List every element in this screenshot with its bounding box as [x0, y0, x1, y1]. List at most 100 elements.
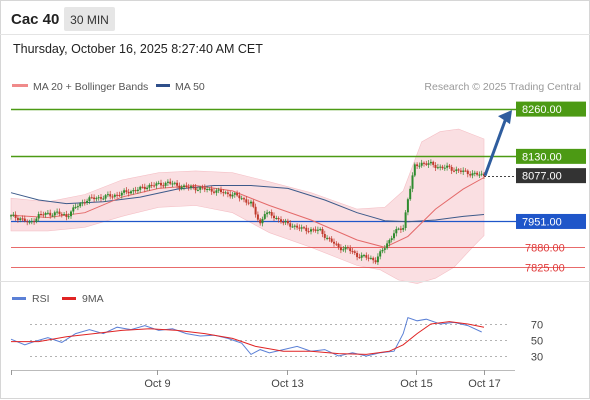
candle-body — [210, 188, 213, 192]
candle-body — [160, 182, 162, 186]
candle-body — [72, 207, 75, 212]
candle-body — [111, 196, 114, 198]
candle-body — [153, 185, 156, 187]
candle-body — [399, 228, 402, 230]
candle-body — [367, 257, 370, 259]
candle-body — [176, 182, 179, 186]
candle-body — [335, 243, 338, 245]
candle-body — [162, 185, 165, 187]
candle-body — [229, 194, 232, 197]
rsi-panel: 70 50 30 — [10, 316, 543, 364]
candle-body — [381, 250, 384, 252]
candle-body — [372, 257, 375, 261]
candle-body — [220, 189, 222, 193]
candle-body — [132, 190, 135, 192]
rsi-tick-label: 70 — [531, 320, 543, 332]
candle-body — [192, 186, 195, 188]
candle-body — [312, 229, 315, 231]
rsi-legend-swatch — [12, 297, 26, 300]
pivot-level-label-box — [516, 213, 586, 229]
candle-body — [296, 225, 299, 228]
candle-body — [307, 231, 310, 233]
candle-body — [446, 165, 449, 168]
candle-body — [125, 190, 128, 192]
candle-body — [104, 195, 107, 199]
candle-body — [376, 256, 379, 263]
candle-body — [240, 198, 243, 200]
candle-body — [432, 161, 435, 165]
candle-body — [464, 170, 467, 172]
candle-body — [284, 220, 287, 223]
candle-body — [411, 175, 414, 189]
candle-body — [245, 199, 248, 203]
ma20-legend-swatch — [12, 84, 28, 87]
candle-body — [185, 185, 188, 187]
candle-body — [76, 206, 79, 208]
resistance-level-label-box — [516, 101, 586, 117]
candle-body — [321, 229, 324, 234]
candle-body — [116, 194, 119, 196]
candle-body — [37, 214, 40, 219]
candle-body — [455, 169, 458, 171]
rsi-ma-legend-swatch — [62, 297, 76, 300]
candle-body — [173, 182, 176, 184]
candle-body — [180, 187, 183, 189]
candle-body — [222, 192, 225, 194]
resistance-level-label-box — [516, 148, 586, 164]
candle-body — [21, 218, 24, 220]
resistance-level-label: 8130.00 — [522, 151, 562, 163]
candle-body — [118, 195, 121, 196]
candle-body — [353, 251, 356, 253]
candle-body — [236, 193, 239, 196]
candle-body — [286, 220, 289, 224]
candle-body — [268, 212, 271, 214]
candle-body — [86, 200, 89, 203]
candle-body — [280, 219, 282, 223]
candle-body — [33, 221, 36, 223]
candle-body — [423, 162, 425, 164]
candle-body — [379, 251, 382, 257]
candle-body — [79, 203, 82, 207]
candle-body — [369, 257, 372, 259]
support-level-label: 7825.00 — [525, 262, 565, 274]
candle-body — [349, 248, 352, 252]
candle-body — [383, 248, 386, 250]
price-panel: 8260.00 8130.00 8077.00 7951.00 7880.00 7825.… — [10, 101, 586, 284]
candle-body — [450, 167, 453, 171]
candle-body — [187, 187, 190, 188]
candle-body — [97, 197, 100, 199]
candle-body — [314, 229, 317, 231]
candle-body — [261, 218, 264, 224]
timestamp: Thursday, October 16, 2025 8:27:40 AM CE… — [13, 42, 263, 56]
candle-body — [40, 214, 42, 215]
candle-body — [425, 163, 428, 165]
candle-body — [439, 166, 442, 168]
candle-body — [298, 227, 301, 229]
candle-body — [330, 238, 333, 242]
candle-body — [328, 237, 331, 239]
candle-body — [90, 197, 93, 199]
candle-body — [127, 191, 130, 194]
timeframe-label[interactable]: 30 MIN — [70, 13, 109, 27]
candle-body — [70, 211, 72, 217]
candle-body — [143, 186, 146, 189]
candle-body — [130, 191, 132, 194]
candle-body — [56, 211, 59, 213]
candle-body — [275, 218, 278, 219]
candle-body — [256, 214, 259, 220]
forecast-arrow-head — [498, 110, 512, 125]
candle-body — [49, 212, 52, 216]
candle-body — [390, 238, 393, 240]
candle-body — [393, 233, 395, 239]
timeframe-badge[interactable] — [64, 7, 115, 31]
candle-body — [100, 197, 102, 199]
candle-body — [406, 199, 409, 213]
candle-body — [120, 192, 123, 196]
candle-body — [67, 216, 70, 218]
current-level-label-box — [516, 168, 586, 184]
candle-body — [166, 181, 169, 183]
candle-body — [28, 221, 31, 223]
candle-body — [466, 170, 469, 175]
candle-body — [60, 214, 63, 216]
